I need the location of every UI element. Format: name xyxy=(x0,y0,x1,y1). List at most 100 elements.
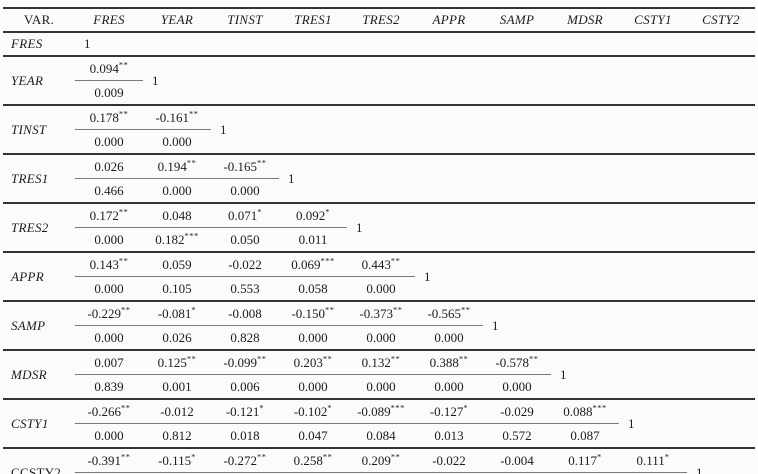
coefficient-cell: -0.008 xyxy=(211,300,279,326)
significance-stars: ** xyxy=(118,59,129,70)
coefficient-cell: 0.178** xyxy=(75,104,143,130)
table-header: VAR. FRES YEAR TINST TRES1 TRES2 APPR SAMP MDSR C… xyxy=(3,8,755,33)
significance-stars: ** xyxy=(390,353,401,364)
coefficient-cell: 0.059 xyxy=(143,251,211,277)
diagonal-cell: 1 xyxy=(619,398,687,448)
coefficient-cell: -0.004 xyxy=(483,447,551,473)
pvalue-cell: 0.812 xyxy=(162,427,192,443)
table-row-ccsty2: CCSTY2 -0.391** -0.115* -0.272** 0.258** 0.20… xyxy=(3,447,755,474)
column-header-csty2: CSTY2 xyxy=(687,8,755,33)
table-row-samp: SAMP -0.229** -0.081* -0.008 -0.150** -0.373*… xyxy=(3,300,755,350)
table-row-csty1: CSTY1 -0.266** -0.012 -0.121* -0.102* -0.089*… xyxy=(3,398,755,448)
significance-stars: ** xyxy=(257,451,267,462)
column-header-appr: APPR xyxy=(415,8,483,33)
row-label: MDSR xyxy=(3,349,75,399)
pvalue-cell: 0.828 xyxy=(230,329,260,345)
coefficient-cell: -0.150** xyxy=(279,300,347,326)
table-row-tres1-pvalues: 0.466 0.000 0.000 xyxy=(3,179,755,204)
diagonal-cell: 1 xyxy=(483,300,551,350)
significance-stars: *** xyxy=(184,230,199,241)
pvalue-cell: 0.000 xyxy=(162,182,192,198)
coefficient-cell: -0.022 xyxy=(211,251,279,277)
significance-stars: ** xyxy=(461,304,471,315)
pvalue-cell: 0.047 xyxy=(298,427,328,443)
coefficient-cell: 0.132** xyxy=(347,349,415,375)
row-label: TRES2 xyxy=(3,202,75,252)
significance-stars: *** xyxy=(390,402,405,413)
coefficient-cell: 0.094** xyxy=(75,55,143,81)
coefficient-cell: 0.069*** xyxy=(279,251,347,277)
coefficient-cell: -0.081* xyxy=(143,300,211,326)
diagonal-cell: 1 xyxy=(279,153,347,203)
correlation-table: VAR. FRES YEAR TINST TRES1 TRES2 APPR SAMP MDSR C… xyxy=(3,7,755,474)
pvalue-cell: 0.000 xyxy=(366,378,396,394)
pvalue-cell: 0.105 xyxy=(162,280,192,296)
coefficient-cell: -0.165** xyxy=(211,153,279,179)
significance-stars: ** xyxy=(118,206,129,217)
empty-cell xyxy=(347,153,755,203)
pvalue-cell: 0.000 xyxy=(366,280,396,296)
row-label: SAMP xyxy=(3,300,75,350)
diagonal-cell: 1 xyxy=(551,349,619,399)
pvalue-cell: 0.839 xyxy=(94,378,124,394)
pvalue-cell: 0.011 xyxy=(298,231,328,247)
coefficient-cell: -0.272** xyxy=(211,447,279,473)
pvalue-cell: 0.087 xyxy=(570,427,600,443)
significance-stars: ** xyxy=(390,451,401,462)
header-row: VAR. FRES YEAR TINST TRES1 TRES2 APPR SAMP MDSR C… xyxy=(3,8,755,33)
significance-stars: * xyxy=(463,402,469,413)
coefficient-cell: -0.029 xyxy=(483,398,551,424)
significance-stars: *** xyxy=(592,402,607,413)
significance-stars: ** xyxy=(458,353,469,364)
diagonal-cell: 1 xyxy=(211,104,279,154)
diagonal-cell: 1 xyxy=(415,251,483,301)
table-row-year-pvalues: 0.009 xyxy=(3,81,755,106)
pvalue-cell: 0.000 xyxy=(366,329,396,345)
diagonal-cell: 1 xyxy=(687,447,755,474)
pvalue-cell: 0.572 xyxy=(502,427,532,443)
significance-stars: * xyxy=(259,402,265,413)
coefficient-cell: 0.117* xyxy=(551,447,619,473)
significance-stars: ** xyxy=(121,304,131,315)
significance-stars: ** xyxy=(186,353,197,364)
diagonal-cell: 1 xyxy=(84,36,91,51)
table-body: FRES 1 YEAR 0.094** 1 0.009 TINST 0.178** -0.161… xyxy=(3,32,755,474)
significance-stars: ** xyxy=(257,157,267,168)
significance-stars: * xyxy=(257,206,262,217)
significance-stars: ** xyxy=(118,255,129,266)
empty-cell xyxy=(687,398,755,448)
column-header-tinst: TINST xyxy=(211,8,279,33)
coefficient-cell: -0.099** xyxy=(211,349,279,375)
pvalue-cell: 0.000 xyxy=(94,280,124,296)
column-header-fres: FRES xyxy=(75,8,143,33)
table-row-mdsr-pvalues: 0.839 0.001 0.006 0.000 0.000 0.000 0.000 xyxy=(3,375,755,400)
pvalue-cell: 0.000 xyxy=(434,378,464,394)
table-row-tres2: TRES2 0.172** 0.048 0.071* 0.092* 1 xyxy=(3,202,755,252)
coefficient-cell: -0.121* xyxy=(211,398,279,424)
pvalue-cell: 0.000 xyxy=(298,378,328,394)
table-row-samp-pvalues: 0.000 0.026 0.828 0.000 0.000 0.000 xyxy=(3,326,755,351)
coefficient-cell: 0.088*** xyxy=(551,398,619,424)
significance-stars: ** xyxy=(121,451,131,462)
coefficient-cell: 0.172** xyxy=(75,202,143,228)
table-row-mdsr: MDSR 0.007 0.125** -0.099** 0.203** 0.132** 0.… xyxy=(3,349,755,399)
coefficient-cell: 0.194** xyxy=(143,153,211,179)
column-header-tres1: TRES1 xyxy=(279,8,347,33)
pvalue-cell: 0.000 xyxy=(162,133,192,149)
empty-cell xyxy=(483,251,755,301)
significance-stars: * xyxy=(191,304,197,315)
pvalue-cell: 0.009 xyxy=(94,84,124,100)
pvalue-cell: 0.000 xyxy=(94,329,124,345)
coefficient-cell: 0.071* xyxy=(211,202,279,228)
pvalue-cell: 0.000 xyxy=(502,378,532,394)
coefficient-cell: -0.127* xyxy=(415,398,483,424)
empty-cell xyxy=(415,202,755,252)
significance-stars: * xyxy=(191,451,196,462)
coefficient-cell: -0.089*** xyxy=(347,398,415,424)
coefficient-cell: -0.266** xyxy=(75,398,143,424)
coefficient-cell: -0.229** xyxy=(75,300,143,326)
column-header-var: VAR. xyxy=(3,8,75,33)
significance-stars: ** xyxy=(325,304,335,315)
significance-stars: ** xyxy=(186,157,197,168)
